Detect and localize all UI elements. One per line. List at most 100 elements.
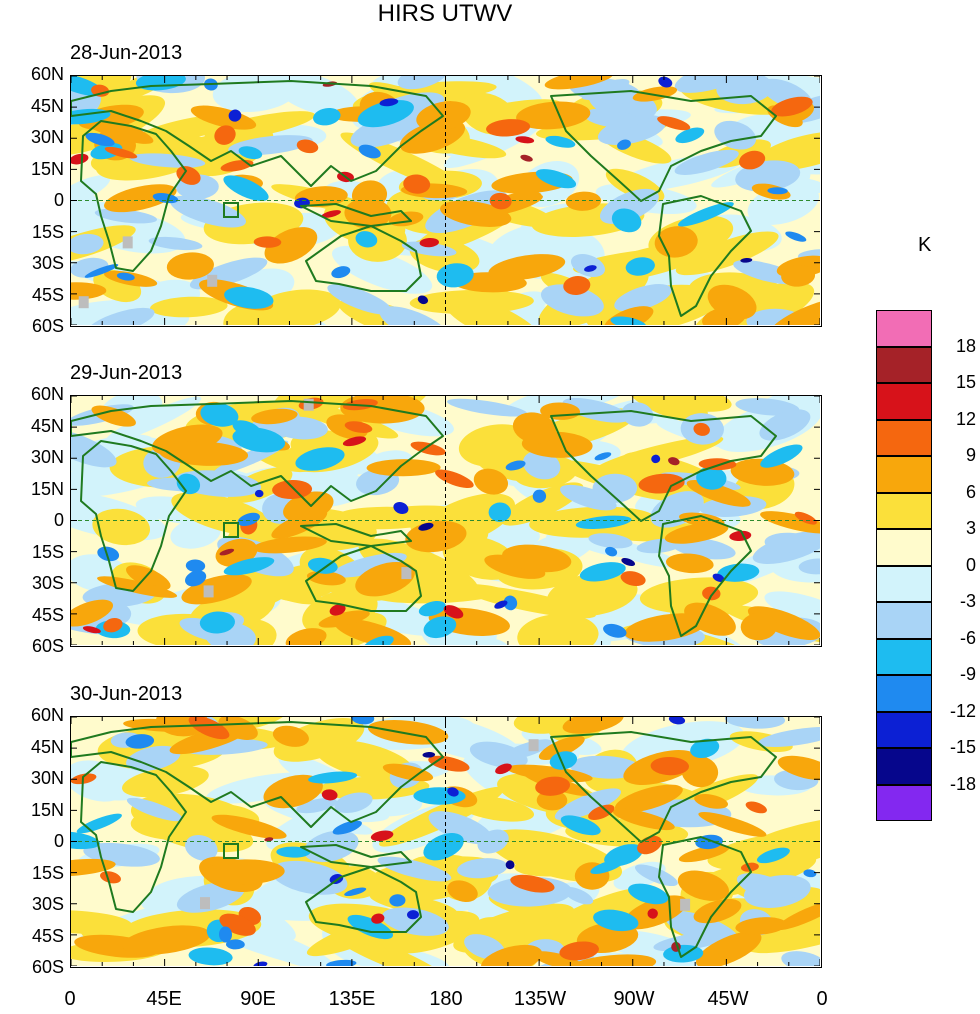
field-contour-blob (745, 911, 820, 954)
field-contour-blob (332, 820, 362, 835)
field-contour-blob (693, 898, 742, 924)
field-contour-blob (776, 899, 820, 931)
field-contour-blob (495, 763, 512, 775)
field-contour-blob (251, 408, 298, 425)
field-contour-blob (575, 515, 632, 529)
field-contour-blob (610, 316, 647, 325)
field-contour-blob (272, 416, 328, 440)
field-contour-blob (71, 282, 107, 300)
coastline (658, 836, 752, 958)
field-contour-blob (647, 908, 658, 919)
field-contour-blob (126, 745, 181, 771)
field-contour-blob (417, 295, 429, 305)
field-contour-blob (223, 175, 269, 202)
colorbar-swatch (876, 675, 932, 712)
field-contour-blob (285, 628, 327, 645)
field-contour-blob (538, 735, 585, 761)
field-contour-blob (535, 169, 577, 189)
field-contour-blob (594, 452, 612, 461)
field-contour-blob (757, 879, 807, 898)
field-contour-blob (517, 613, 599, 645)
lat-label: 45N (30, 95, 64, 116)
field-contour-blob (370, 830, 394, 842)
field-contour-blob (273, 718, 365, 762)
field-contour-blob (569, 755, 642, 779)
colorbar-unit: K (918, 234, 932, 256)
panel-3-field (71, 717, 820, 966)
field-contour-blob (678, 844, 730, 863)
field-contour-blob (745, 801, 767, 814)
field-contour-blob (355, 561, 415, 597)
field-contour-blob (334, 506, 440, 528)
field-contour-blob (681, 756, 719, 788)
field-contour-blob (397, 76, 448, 90)
field-contour-blob (205, 859, 285, 885)
field-contour-blob (469, 741, 528, 769)
region-box-marker (223, 202, 239, 218)
field-contour-blob (122, 765, 209, 798)
lat-label: 15N (30, 478, 64, 499)
missing-data-cell (203, 585, 214, 598)
field-contour-blob (355, 231, 378, 248)
lat-label: 30S (31, 253, 64, 273)
field-contour-blob (675, 231, 779, 276)
field-contour-blob (488, 254, 566, 281)
colorbar-label: -12 (949, 700, 976, 721)
colorbar-label: -9 (959, 664, 976, 684)
lat-label: 15S (31, 221, 64, 242)
panel-3-date: 30-Jun-2013 (70, 683, 183, 705)
field-contour-blob (307, 557, 338, 574)
field-contour-blob (515, 136, 535, 144)
missing-data-cell (303, 398, 314, 411)
field-contour-blob (777, 755, 820, 781)
field-contour-blob (105, 396, 202, 443)
field-contour-blob (358, 144, 381, 159)
field-contour-blob (566, 954, 657, 966)
field-contour-blob (803, 869, 817, 878)
lat-label: 60N (30, 64, 64, 84)
field-contour-blob (403, 174, 431, 194)
field-contour-blob (214, 125, 236, 145)
field-contour-blob (502, 544, 572, 573)
colorbar-label: 0 (965, 554, 976, 575)
field-contour-blob (418, 522, 434, 531)
field-contour-blob (407, 910, 419, 920)
field-contour-blob (588, 804, 615, 820)
field-contour-blob (126, 565, 171, 591)
field-contour-blob (473, 468, 509, 495)
field-contour-blob (71, 292, 170, 325)
field-contour-blob (562, 397, 630, 423)
field-contour-blob (457, 858, 508, 879)
coastline (550, 410, 777, 522)
field-contour-blob (739, 150, 766, 170)
field-contour-blob (181, 574, 252, 605)
field-contour-blob (428, 811, 493, 845)
field-contour-blob (116, 272, 135, 281)
field-contour-blob (410, 441, 446, 456)
field-contour-blob (351, 180, 388, 210)
field-contour-blob (724, 717, 786, 729)
missing-data-cell (680, 898, 691, 911)
field-contour-blob (798, 558, 820, 575)
colorbar-swatch (876, 748, 932, 785)
field-contour-blob (780, 891, 820, 919)
field-contour-blob (628, 883, 669, 905)
colorbar-swatch (876, 310, 932, 347)
field-contour-blob (712, 573, 725, 583)
lat-label: 30N (30, 768, 64, 788)
field-contour-blob (350, 717, 375, 725)
colorbar-label: -15 (949, 737, 976, 757)
field-contour-blob (665, 553, 714, 574)
colorbar-swatch (876, 383, 932, 420)
field-contour-blob (717, 563, 760, 582)
coastline (71, 80, 444, 187)
field-contour-blob (625, 257, 655, 276)
field-contour-blob (588, 533, 633, 549)
field-contour-blob (97, 546, 120, 562)
field-contour-blob (71, 858, 116, 877)
coastline (80, 120, 187, 272)
field-contour-blob (272, 479, 313, 500)
field-contour-blob (794, 511, 817, 525)
field-contour-blob (176, 166, 201, 185)
panel-1-field (71, 76, 820, 325)
